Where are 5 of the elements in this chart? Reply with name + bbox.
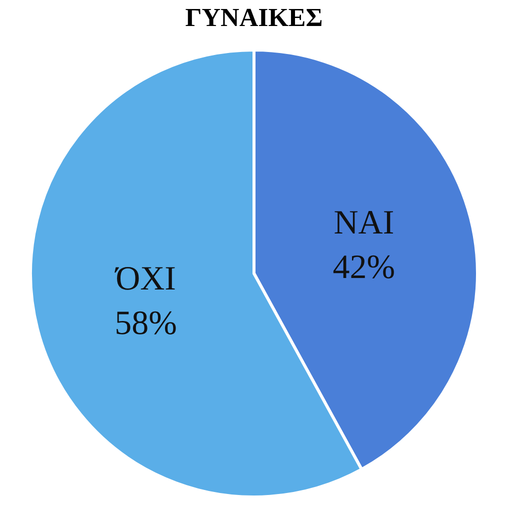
data-label: 58% [114,304,177,342]
data-label: 42% [332,248,396,286]
chart-title: ΓΥΝΑΙΚΕΣ [185,2,323,32]
slice-label: NAI [334,204,394,242]
slice-label: ΌΧΙ [114,260,176,298]
